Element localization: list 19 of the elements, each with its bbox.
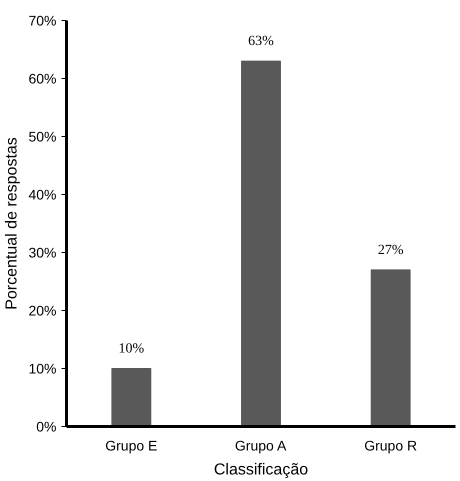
data-label: 10% bbox=[118, 342, 144, 356]
y-axis-title: Porcentual de respostas bbox=[3, 137, 20, 310]
data-label: 63% bbox=[248, 34, 274, 50]
x-tick-label: Grupo A bbox=[234, 438, 287, 454]
x-tick-label: Grupo E bbox=[105, 438, 158, 454]
bar bbox=[111, 368, 152, 426]
y-tick-label: 40% bbox=[28, 186, 57, 202]
y-tick-label: 30% bbox=[28, 244, 57, 260]
x-axis-title: Classificação bbox=[214, 462, 308, 478]
y-tick-label: 60% bbox=[28, 70, 57, 86]
x-tick-label: Grupo R bbox=[364, 438, 418, 454]
data-label: 27% bbox=[378, 242, 404, 258]
y-tick-label: 50% bbox=[28, 128, 57, 144]
y-tick-label: 0% bbox=[36, 418, 56, 434]
y-tick-label: 20% bbox=[28, 302, 57, 318]
bar bbox=[241, 60, 281, 426]
y-tick-label: 70% bbox=[28, 12, 57, 28]
bar bbox=[370, 269, 411, 426]
y-tick-label: 10% bbox=[28, 360, 57, 376]
